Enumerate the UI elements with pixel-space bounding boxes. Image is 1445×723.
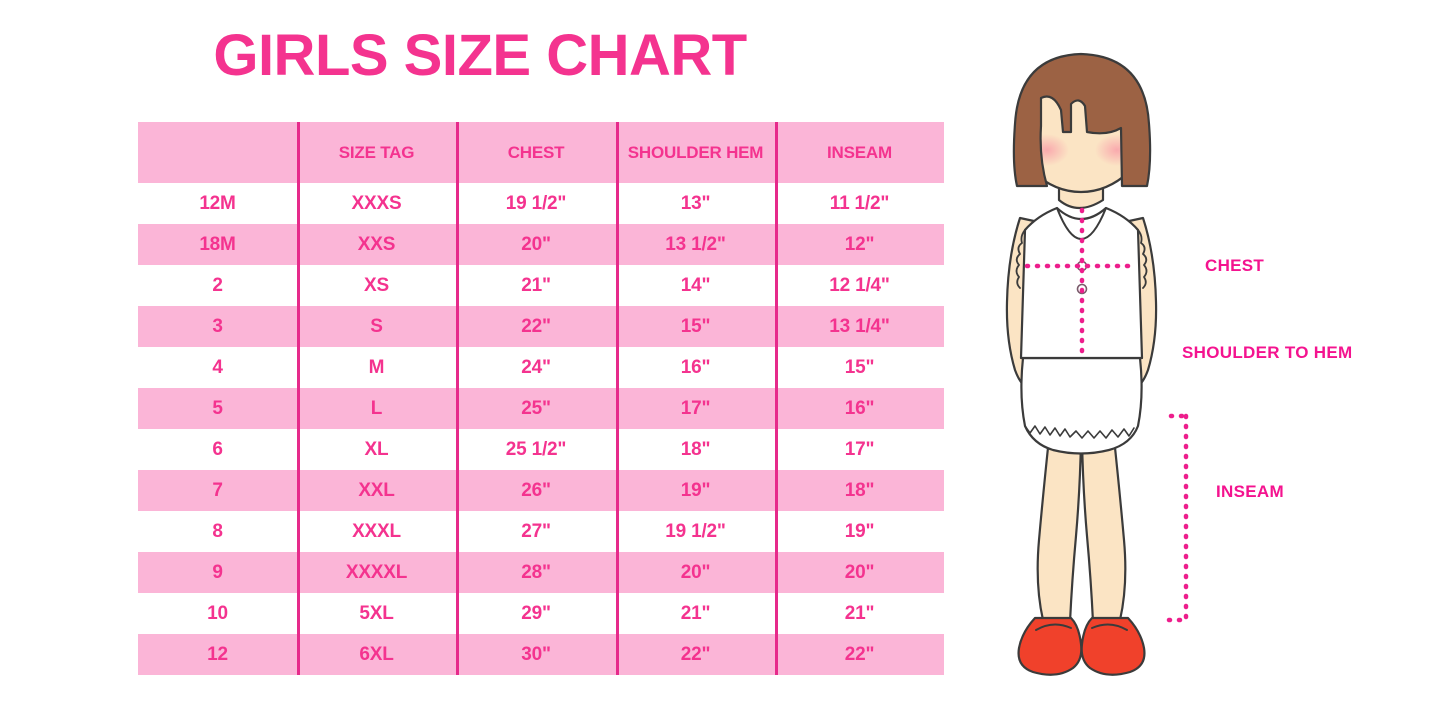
cell-inseam: 15" — [775, 347, 944, 388]
cell-size-tag: XS — [297, 265, 456, 306]
figure-body — [1005, 52, 1158, 676]
cell-size: 4 — [138, 347, 297, 388]
cell-size: 2 — [138, 265, 297, 306]
cell-shoulder-hem: 18" — [616, 429, 775, 470]
cell-size-tag: L — [297, 388, 456, 429]
right-leg — [1080, 436, 1127, 642]
girl-illustration — [975, 40, 1210, 680]
right-sleeve-ruffle — [1137, 229, 1148, 289]
cell-size-tag: XL — [297, 429, 456, 470]
cell-size-tag: XXXS — [297, 183, 456, 224]
cell-shoulder-hem: 21" — [616, 593, 775, 634]
cell-inseam: 13 1/4" — [775, 306, 944, 347]
cell-chest: 22" — [456, 306, 616, 347]
cell-size-tag: XXS — [297, 224, 456, 265]
column-header-shoulder-hem: SHOULDER HEM — [616, 122, 775, 183]
cell-chest: 30" — [456, 634, 616, 675]
cell-shoulder-hem: 16" — [616, 347, 775, 388]
table-row: 4 M 24" 16" 15" — [138, 347, 944, 388]
cell-size: 5 — [138, 388, 297, 429]
cell-size-tag: XXXXL — [297, 552, 456, 593]
right-shoe-strap — [1091, 623, 1128, 631]
cell-inseam: 18" — [775, 470, 944, 511]
callout-label-inseam: INSEAM — [1216, 482, 1284, 501]
left-shoe-strap — [1035, 623, 1072, 631]
column-header-chest: CHEST — [456, 122, 616, 183]
cell-shoulder-hem: 15" — [616, 306, 775, 347]
column-header-inseam: INSEAM — [775, 122, 944, 183]
cell-size: 8 — [138, 511, 297, 552]
cell-size-tag: M — [297, 347, 456, 388]
cell-shoulder-hem: 19" — [616, 470, 775, 511]
measurement-guides — [1024, 207, 1191, 623]
cell-shoulder-hem: 22" — [616, 634, 775, 675]
cell-chest: 21" — [456, 265, 616, 306]
cell-chest: 24" — [456, 347, 616, 388]
left-shoe — [1017, 616, 1083, 676]
cell-size: 7 — [138, 470, 297, 511]
cell-inseam: 22" — [775, 634, 944, 675]
page-title: GIRLS SIZE CHART — [213, 23, 747, 88]
table-row: 7 XXL 26" 19" 18" — [138, 470, 944, 511]
skirt-ruffle-hem — [1024, 425, 1135, 439]
cell-inseam: 19" — [775, 511, 944, 552]
cell-inseam: 17" — [775, 429, 944, 470]
left-leg — [1036, 436, 1083, 642]
cell-shoulder-hem: 13 1/2" — [616, 224, 775, 265]
cell-size: 12M — [138, 183, 297, 224]
cell-size-tag: XXL — [297, 470, 456, 511]
cell-shoulder-hem: 13" — [616, 183, 775, 224]
cell-size-tag: XXXL — [297, 511, 456, 552]
cell-inseam: 12" — [775, 224, 944, 265]
left-sleeve-ruffle — [1015, 229, 1026, 289]
cell-inseam: 20" — [775, 552, 944, 593]
cell-size-tag: 5XL — [297, 593, 456, 634]
cell-chest: 29" — [456, 593, 616, 634]
cell-chest: 26" — [456, 470, 616, 511]
cell-size: 3 — [138, 306, 297, 347]
table-row: 5 L 25" 17" 16" — [138, 388, 944, 429]
cell-shoulder-hem: 20" — [616, 552, 775, 593]
callout-label-chest: CHEST — [1205, 256, 1265, 275]
cell-size-tag: S — [297, 306, 456, 347]
cell-inseam: 12 1/4" — [775, 265, 944, 306]
skirt-shape — [1020, 356, 1143, 455]
cell-inseam: 21" — [775, 593, 944, 634]
column-header-size — [138, 122, 297, 183]
hair-shape — [1012, 52, 1152, 188]
table-row: 12 6XL 30" 22" 22" — [138, 634, 944, 675]
table-row: 8 XXXL 27" 19 1/2" 19" — [138, 511, 944, 552]
table-row: 10 5XL 29" 21" 21" — [138, 593, 944, 634]
table-row: 3 S 22" 15" 13 1/4" — [138, 306, 944, 347]
table-row: 2 XS 21" 14" 12 1/4" — [138, 265, 944, 306]
cell-shoulder-hem: 19 1/2" — [616, 511, 775, 552]
cell-inseam: 16" — [775, 388, 944, 429]
cell-size: 6 — [138, 429, 297, 470]
table-row: 9 XXXXL 28" 20" 20" — [138, 552, 944, 593]
cell-chest: 20" — [456, 224, 616, 265]
cell-size: 18M — [138, 224, 297, 265]
cell-chest: 19 1/2" — [456, 183, 616, 224]
cell-inseam: 11 1/2" — [775, 183, 944, 224]
cell-chest: 27" — [456, 511, 616, 552]
right-shoe — [1080, 616, 1146, 676]
callout-label-shoulder-to-hem: SHOULDER TO HEM — [1182, 343, 1353, 362]
table-row: 12M XXXS 19 1/2" 13" 11 1/2" — [138, 183, 944, 224]
table-header-row: SIZE TAG CHEST SHOULDER HEM INSEAM — [138, 122, 944, 183]
cell-shoulder-hem: 14" — [616, 265, 775, 306]
cell-size-tag: 6XL — [297, 634, 456, 675]
cell-chest: 25" — [456, 388, 616, 429]
table-row: 6 XL 25 1/2" 18" 17" — [138, 429, 944, 470]
cell-size: 10 — [138, 593, 297, 634]
cell-size: 12 — [138, 634, 297, 675]
cell-size: 9 — [138, 552, 297, 593]
size-chart-table: SIZE TAG CHEST SHOULDER HEM INSEAM 12M X… — [138, 122, 944, 675]
cell-shoulder-hem: 17" — [616, 388, 775, 429]
cell-chest: 25 1/2" — [456, 429, 616, 470]
column-header-size-tag: SIZE TAG — [297, 122, 456, 183]
cell-chest: 28" — [456, 552, 616, 593]
table-row: 18M XXS 20" 13 1/2" 12" — [138, 224, 944, 265]
